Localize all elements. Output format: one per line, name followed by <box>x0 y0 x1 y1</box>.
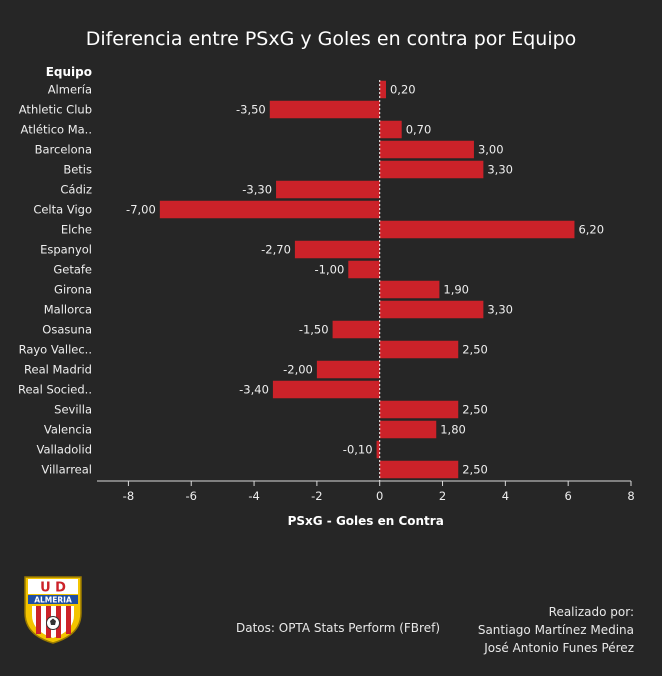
category-label: Almería <box>48 83 92 97</box>
bar <box>379 460 459 479</box>
value-label: 3,30 <box>487 303 513 317</box>
category-label: Girona <box>54 283 92 297</box>
value-label: -3,40 <box>239 383 269 397</box>
author-2: José Antonio Funes Pérez <box>484 641 634 655</box>
y-axis-header: Equipo <box>46 65 92 79</box>
category-label: Sevilla <box>54 403 92 417</box>
credits: Realizado por: Santiago Martínez Medina … <box>478 603 634 657</box>
bar <box>276 180 380 199</box>
category-label: Rayo Vallec.. <box>19 343 92 357</box>
bar <box>332 320 380 339</box>
x-axis-title: PSxG - Goles en Contra <box>288 514 444 528</box>
bar <box>379 280 440 299</box>
bar-chart: Equipo Almería 0,20 Athletic Club -3,50 Atlét… <box>18 65 635 528</box>
category-label: Real Madrid <box>24 363 92 377</box>
category-label: Barcelona <box>35 143 92 157</box>
category-label: Real Socied.. <box>18 383 92 397</box>
value-label: -1,00 <box>315 263 345 277</box>
category-label: Valencia <box>44 423 92 437</box>
value-label: -1,50 <box>299 323 329 337</box>
bar <box>376 440 380 459</box>
bar <box>379 420 437 439</box>
value-label: 3,00 <box>478 143 504 157</box>
bar <box>294 240 380 259</box>
bar <box>379 300 484 319</box>
x-tick-label: 6 <box>565 489 572 503</box>
author-1: Santiago Martínez Medina <box>477 623 634 637</box>
x-tick-label: 0 <box>376 489 383 503</box>
x-tick-label: 8 <box>627 489 634 503</box>
bar <box>379 120 402 139</box>
bar <box>159 200 380 219</box>
club-crest-logo: U D ALMERIA <box>24 576 82 644</box>
crest-band-text: ALMERIA <box>34 596 72 605</box>
category-label: Athletic Club <box>19 103 92 117</box>
value-label: -3,30 <box>242 183 272 197</box>
value-label: -0,10 <box>343 443 373 457</box>
bar <box>269 100 380 119</box>
bar <box>379 340 459 359</box>
bar <box>379 140 474 159</box>
data-source: Datos: OPTA Stats Perform (FBref) <box>236 621 440 635</box>
category-label: Mallorca <box>44 303 92 317</box>
x-tick-label: -2 <box>311 489 322 503</box>
bar <box>316 360 380 379</box>
crest-letters: U D <box>40 581 66 596</box>
category-label: Elche <box>61 223 92 237</box>
value-label: 2,50 <box>462 343 488 357</box>
category-label: Betis <box>63 163 92 177</box>
category-label: Celta Vigo <box>33 203 92 217</box>
value-label: 0,70 <box>406 123 432 137</box>
x-tick-label: -6 <box>186 489 197 503</box>
bar <box>379 80 386 99</box>
category-label: Osasuna <box>42 323 92 337</box>
value-label: -3,50 <box>236 103 266 117</box>
category-label: Atlético Ma.. <box>21 123 92 137</box>
value-label: 1,90 <box>443 283 469 297</box>
value-label: 6,20 <box>578 223 604 237</box>
x-tick-label: -8 <box>123 489 134 503</box>
category-label: Villarreal <box>41 463 92 477</box>
bar <box>348 260 380 279</box>
x-tick-label: -4 <box>248 489 259 503</box>
category-label: Cádiz <box>60 183 92 197</box>
value-label: 3,30 <box>487 163 513 177</box>
bar <box>272 380 380 399</box>
category-label: Valladolid <box>37 443 92 457</box>
category-label: Espanyol <box>40 243 92 257</box>
chart-title: Diferencia entre PSxG y Goles en contra … <box>85 28 577 50</box>
x-tick-label: 4 <box>502 489 509 503</box>
value-label: 1,80 <box>440 423 466 437</box>
value-label: 0,20 <box>390 83 416 97</box>
value-label: 2,50 <box>462 463 488 477</box>
bar <box>379 400 459 419</box>
x-tick-label: 2 <box>439 489 446 503</box>
credit-heading: Realizado por: <box>548 605 634 619</box>
value-label: -2,00 <box>283 363 313 377</box>
value-label: -7,00 <box>126 203 156 217</box>
value-label: 2,50 <box>462 403 488 417</box>
bar <box>379 220 575 239</box>
category-label: Getafe <box>53 263 92 277</box>
bar <box>379 160 484 179</box>
value-label: -2,70 <box>261 243 291 257</box>
